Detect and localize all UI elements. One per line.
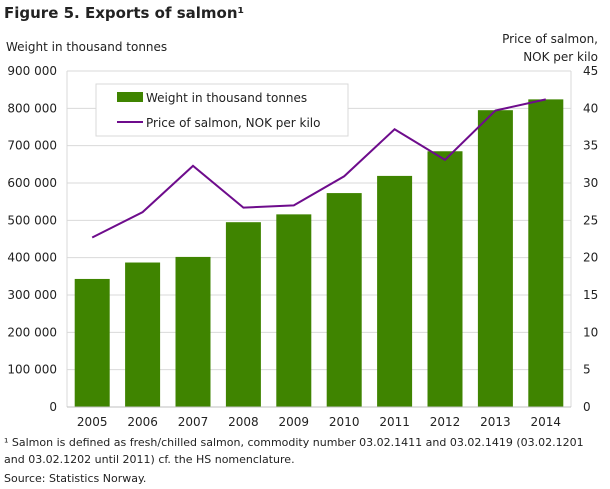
legend-label-price: Price of salmon, NOK per kilo	[146, 116, 321, 130]
x-tick-label: 2008	[228, 415, 259, 429]
x-tick-label: 2006	[127, 415, 158, 429]
y2-tick-label: 10	[583, 325, 598, 339]
bar-2007	[175, 256, 211, 407]
bar-2012	[427, 151, 463, 407]
x-tick-label: 2013	[480, 415, 511, 429]
x-tick-label: 2011	[379, 415, 410, 429]
y2-tick-label: 5	[583, 363, 591, 377]
price-line	[91, 98, 547, 239]
y2-tick-label: 0	[583, 400, 591, 414]
source: Source: Statistics Norway.	[4, 472, 147, 485]
chart-title: Figure 5. Exports of salmon¹	[4, 4, 245, 22]
x-tick-label: 2014	[531, 415, 562, 429]
bar-2008	[225, 222, 261, 407]
y2-tick-label: 40	[583, 101, 598, 115]
x-tick-label: 2012	[430, 415, 461, 429]
x-tick-label: 2005	[77, 415, 108, 429]
y-tick-label: 400 000	[7, 251, 57, 265]
y2-tick-label: 35	[583, 139, 598, 153]
y2-label-line: Price of salmon,	[502, 32, 598, 46]
footnote: ¹ Salmon is defined as fresh/chilled sal…	[4, 436, 584, 466]
x-tick-label: 2007	[178, 415, 209, 429]
y2-tick-label: 25	[583, 213, 598, 227]
y-axis-label-right: Price of salmon, NOK per kilo	[448, 30, 598, 66]
y-tick-label: 700 000	[7, 139, 57, 153]
bar-2011	[377, 175, 413, 407]
y2-label-line: NOK per kilo	[523, 50, 598, 64]
x-tick-label: 2010	[329, 415, 360, 429]
y-tick-label: 300 000	[7, 288, 57, 302]
bar-2006	[125, 262, 161, 407]
x-tick-label: 2009	[279, 415, 310, 429]
bar-2013	[477, 110, 513, 407]
bar-2005	[74, 278, 110, 407]
y-tick-label: 100 000	[7, 363, 57, 377]
y2-tick-label: 20	[583, 251, 598, 265]
y-tick-label: 600 000	[7, 176, 57, 190]
y2-tick-label: 45	[583, 64, 598, 78]
y-tick-label: 200 000	[7, 325, 57, 339]
bar-2009	[276, 214, 312, 407]
y-tick-label: 800 000	[7, 101, 57, 115]
bar-2010	[326, 193, 362, 407]
bar-2014	[528, 99, 564, 407]
y2-tick-label: 30	[583, 176, 598, 190]
legend-label-weight: Weight in thousand tonnes	[146, 91, 307, 105]
y-tick-label: 500 000	[7, 213, 57, 227]
y-axis-label-left: Weight in thousand tonnes	[6, 40, 168, 54]
legend-swatch-weight	[117, 92, 143, 102]
y2-tick-label: 15	[583, 288, 598, 302]
y-tick-label: 0	[49, 400, 57, 414]
y-tick-label: 900 000	[7, 64, 57, 78]
